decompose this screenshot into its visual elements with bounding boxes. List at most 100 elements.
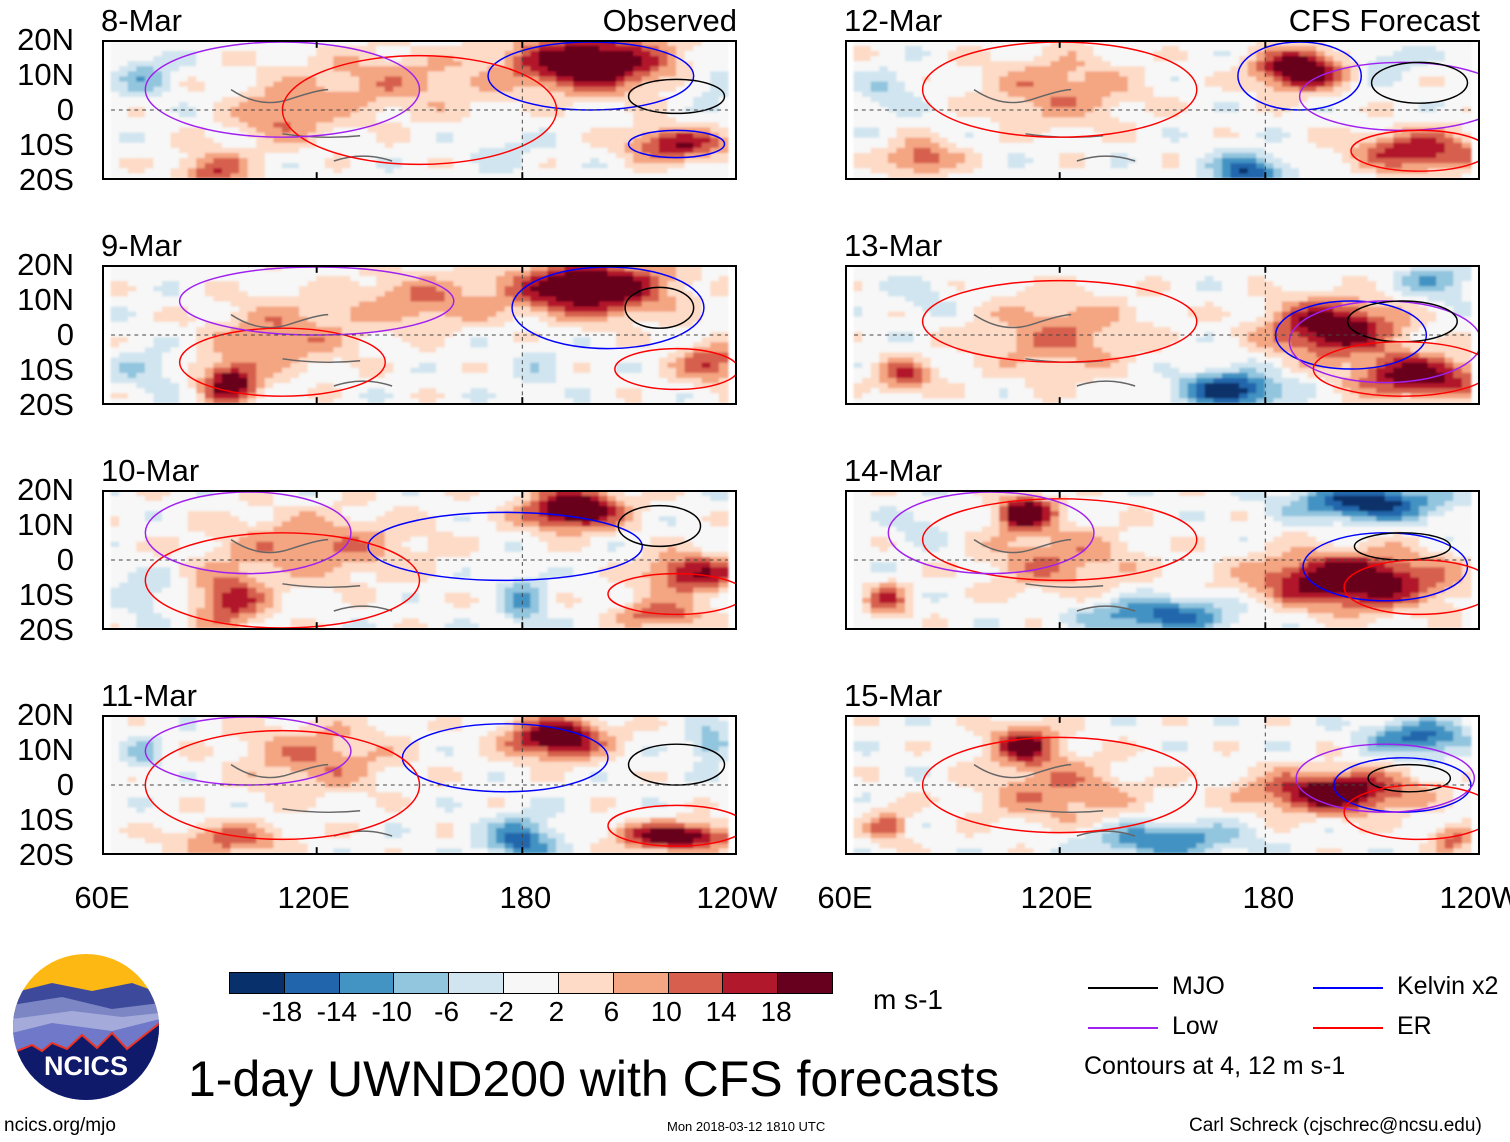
field-cell [333, 591, 343, 598]
field-cell [556, 336, 566, 343]
field-cell [221, 310, 232, 317]
field-cell [324, 315, 335, 322]
field-cell [478, 141, 489, 148]
field-cell [179, 602, 189, 609]
field-cell [179, 167, 189, 174]
field-cell [119, 586, 129, 593]
field-cell [504, 356, 515, 363]
field-cell [624, 366, 635, 373]
field-cell [307, 382, 318, 389]
field-cell [341, 591, 352, 598]
field-cell [221, 520, 232, 527]
field-cell [521, 70, 532, 77]
field-cell [650, 141, 660, 148]
field-cell [410, 141, 420, 148]
field-cell [478, 95, 489, 102]
field-cell [590, 65, 600, 72]
field-cell [658, 85, 669, 92]
field-cell [264, 535, 275, 542]
field-cell [419, 85, 429, 92]
field-cell [196, 545, 206, 552]
field-cell [359, 326, 369, 333]
field-cell [307, 269, 318, 276]
field-cell [487, 106, 498, 113]
field-cell [487, 336, 498, 343]
field-cell [153, 515, 163, 522]
field-cell [573, 167, 583, 174]
field-cell [598, 275, 609, 282]
field-cell [710, 341, 720, 348]
field-cell [710, 55, 720, 62]
field-cell [256, 310, 266, 317]
field-cell [718, 157, 729, 164]
field-cell [281, 591, 292, 598]
field-cell [410, 525, 420, 532]
field-cell [581, 341, 592, 348]
map-panel [102, 40, 737, 180]
field-cell [598, 315, 609, 322]
field-cell [624, 290, 635, 297]
field-cell [187, 591, 198, 598]
field-cell [573, 336, 583, 343]
field-cell [264, 116, 275, 123]
field-cell [401, 591, 412, 598]
field-cell [136, 617, 146, 624]
field-cell [136, 500, 146, 507]
field-cell [350, 492, 361, 496]
field-cell [581, 356, 592, 363]
field-cell [359, 576, 369, 583]
field-cell [461, 300, 472, 307]
field-cell [538, 285, 549, 292]
field-cell [136, 136, 146, 143]
field-cell [410, 65, 420, 72]
field-cell [299, 305, 309, 312]
field-cell [496, 290, 506, 297]
field-cell [316, 336, 326, 343]
field-cell [136, 111, 146, 118]
field-cell [161, 65, 172, 72]
field-cell [650, 269, 660, 276]
field-cell [684, 141, 695, 148]
field-cell [607, 85, 618, 92]
field-cell [564, 377, 575, 384]
field-cell [161, 305, 172, 312]
field-cell [256, 591, 266, 598]
field-cell [239, 111, 249, 118]
field-cell [256, 305, 266, 312]
field-cell [333, 146, 343, 153]
field-cell [504, 162, 515, 169]
field-cell [684, 80, 695, 87]
field-cell [478, 361, 489, 368]
field-cell [247, 351, 258, 358]
field-cell [187, 42, 198, 46]
field-cell [633, 295, 643, 302]
field-cell [710, 310, 720, 317]
field-cell [538, 382, 549, 389]
field-cell [564, 315, 575, 322]
field-cell [161, 136, 172, 143]
field-cell [144, 121, 155, 128]
field-cell [273, 561, 283, 568]
field-cell [247, 510, 258, 517]
field-cell [307, 121, 318, 128]
field-cell [316, 167, 326, 174]
field-cell [667, 356, 678, 363]
field-cell [230, 44, 241, 51]
field-cell [341, 576, 352, 583]
field-cell [204, 530, 215, 537]
field-cell [410, 540, 420, 547]
field-cell [401, 617, 412, 624]
field-cell [393, 131, 403, 138]
field-cell [496, 146, 506, 153]
field-cell [196, 551, 206, 558]
field-cell [427, 392, 438, 399]
field-cell [427, 622, 438, 628]
field-cell [359, 540, 369, 547]
field-cell [239, 116, 249, 123]
field-cell [281, 612, 292, 619]
field-cell [684, 44, 695, 51]
field-cell [144, 146, 155, 153]
field-cell [547, 141, 558, 148]
field-cell [136, 530, 146, 537]
field-cell [521, 157, 532, 164]
